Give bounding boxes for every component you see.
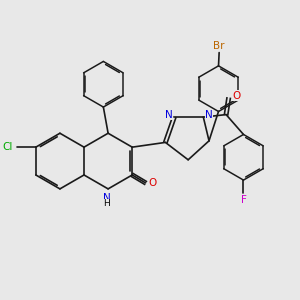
Text: Cl: Cl xyxy=(3,142,13,152)
Text: N: N xyxy=(165,110,172,120)
Text: F: F xyxy=(241,195,246,205)
Text: N: N xyxy=(205,110,213,120)
Text: O: O xyxy=(148,178,157,188)
Text: O: O xyxy=(232,91,241,100)
Text: N: N xyxy=(103,193,110,203)
Text: H: H xyxy=(103,199,110,208)
Text: Br: Br xyxy=(213,40,225,51)
